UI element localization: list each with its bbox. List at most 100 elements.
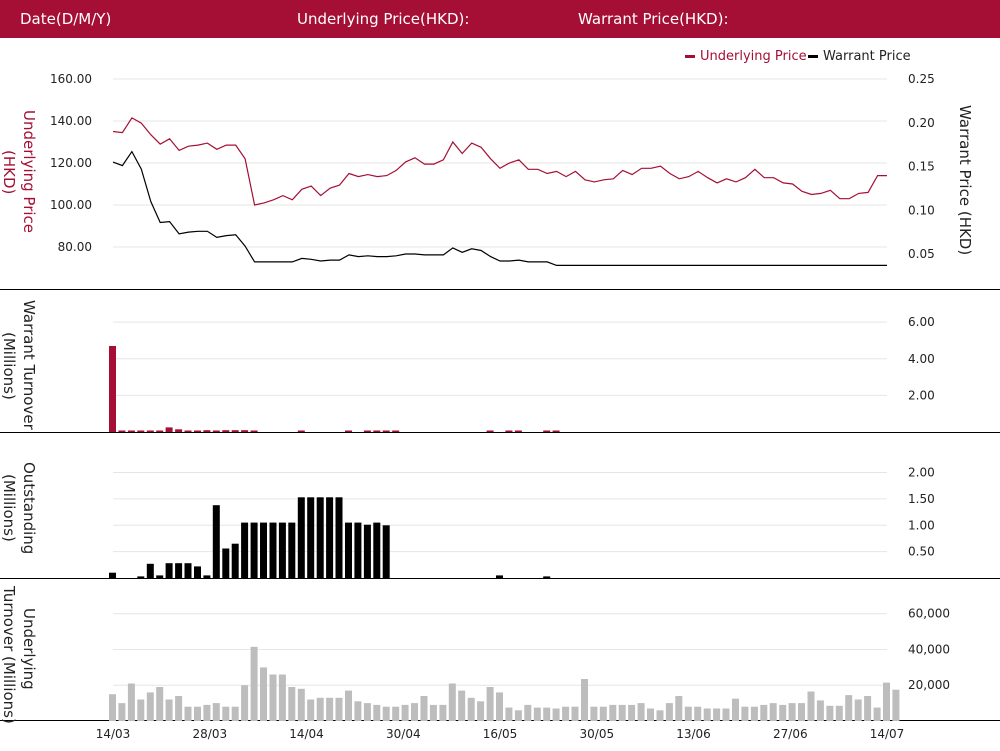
underlying-turnover-bar — [892, 689, 900, 721]
underlying-turnover-bar — [816, 700, 824, 721]
x-tick-label: 16/05 — [483, 727, 518, 741]
legend-swatch-underlying — [685, 55, 695, 58]
outstanding-bar — [156, 575, 164, 578]
y-tick-label: 1.50 — [908, 492, 935, 506]
underlying-turnover-bar — [222, 706, 230, 721]
warrant-turnover-bar — [146, 430, 154, 432]
gridlines — [113, 78, 887, 686]
underlying-turnover-bar — [722, 708, 730, 721]
underlying-turnover-bar — [382, 706, 390, 721]
underlying-turnover-bar — [760, 704, 768, 721]
price-ylabel-line2: (HKD) — [0, 150, 18, 194]
x-tick-label: 14/07 — [870, 727, 905, 741]
y2-tick-label: 0.25 — [908, 72, 935, 86]
outstanding-bar — [194, 566, 201, 578]
underlying-turnover-bar — [599, 706, 607, 721]
outstanding-bar — [373, 522, 381, 578]
outstanding-bar — [316, 497, 324, 578]
underlying-turnover-bar — [345, 690, 352, 721]
underlying-turnover-bar — [411, 703, 418, 721]
underlying-turnover-bar — [109, 694, 116, 721]
warrant-turnover-bar — [175, 429, 183, 432]
und-turnover-ylabel-line1: Underlying — [20, 608, 38, 690]
x-tick-label: 27/06 — [773, 727, 808, 741]
price-ylabel-line1: Underlying Price — [20, 110, 38, 233]
y-tick-label: 140.00 — [50, 114, 92, 128]
underlying-turnover-bar — [883, 682, 890, 721]
warrant-price-ylabel: Warrant Price (HKD) — [956, 105, 974, 255]
underlying-turnover-bar — [713, 708, 721, 721]
warrant-turnover-bar — [184, 430, 192, 432]
y-tick-label: 2.00 — [908, 388, 935, 402]
warrant-price-label: Warrant Price(HKD): — [578, 10, 729, 28]
underlying-turnover-bar — [505, 707, 513, 721]
underlying-turnover-bar — [571, 706, 579, 721]
underlying-turnover-bar — [581, 679, 588, 721]
underlying-turnover-bar — [165, 699, 173, 721]
underlying-turnover-bar — [241, 685, 249, 721]
underlying-turnover-bar — [316, 697, 324, 721]
underlying-turnover-bar — [363, 703, 371, 721]
underlying-turnover-bar — [628, 704, 636, 721]
outstanding-ylabel-line2: (Millions) — [0, 474, 18, 542]
underlying-turnover-bar — [486, 687, 494, 721]
x-tick-label: 13/06 — [676, 727, 711, 741]
outstanding-bar — [496, 575, 503, 578]
underlying-turnover-bar — [779, 704, 787, 721]
header-bar: Date(D/M/Y) Underlying Price(HKD): Warra… — [0, 0, 1000, 38]
underlying-turnover-bar — [231, 706, 239, 721]
warrant-turnover-bar — [109, 346, 116, 432]
underlying-turnover-bar — [543, 707, 551, 721]
warrant-turnover-bar — [363, 430, 371, 432]
outstanding-bar — [165, 563, 173, 578]
x-tick-label: 14/04 — [289, 727, 324, 741]
y-tick-label: 0.50 — [908, 545, 935, 559]
chart-marks — [109, 117, 900, 721]
x-tick-label: 14/03 — [96, 727, 131, 741]
underlying-turnover-bar — [477, 701, 485, 721]
underlying-turnover-bar — [524, 704, 532, 721]
tick-labels: 160.00 140.00 120.00 100.00 80.00 0.25 0.20 0.1… — [50, 72, 950, 741]
outstanding-bar — [175, 563, 183, 578]
y2-tick-label: 0.15 — [908, 160, 935, 174]
outstanding-bar — [146, 563, 154, 578]
underlying-turnover-bar — [807, 691, 815, 721]
underlying-turnover-bar — [250, 646, 258, 721]
outstanding-bar — [335, 497, 343, 578]
underlying-turnover-bar — [354, 701, 362, 721]
underlying-turnover-bar — [741, 706, 749, 721]
underlying-turnover-bar — [127, 683, 135, 721]
y-tick-label: 4.00 — [908, 352, 935, 366]
outstanding-bar — [345, 522, 352, 578]
underlying-turnover-bar — [278, 674, 286, 721]
warrant-turnover-bar — [156, 430, 164, 432]
underlying-turnover-bar — [260, 667, 267, 721]
outstanding-bar — [231, 543, 239, 578]
underlying-turnover-bar — [448, 683, 456, 721]
underlying-turnover-bar — [496, 692, 503, 721]
underlying-turnover-bar — [854, 699, 862, 721]
outstanding-bar — [212, 505, 220, 578]
underlying-turnover-bar — [175, 696, 183, 721]
underlying-turnover-bar — [458, 690, 466, 721]
underlying-turnover-bar — [533, 707, 541, 721]
y-tick-label: 100.00 — [50, 198, 92, 212]
underlying-turnover-bar — [665, 703, 673, 721]
y-tick-label: 40,000 — [908, 642, 950, 656]
underlying-turnover-bar — [798, 703, 805, 721]
underlying-turnover-bar — [326, 697, 334, 721]
underlying-turnover-bar — [873, 707, 881, 721]
date-label: Date(D/M/Y) — [20, 10, 112, 28]
underlying-price-line — [112, 117, 887, 206]
outstanding-bar — [297, 497, 305, 578]
warrant-price-line — [112, 150, 887, 266]
underlying-price-label: Underlying Price(HKD): — [297, 10, 470, 28]
underlying-turnover-bar — [392, 706, 400, 721]
underlying-turnover-bar — [694, 706, 702, 721]
outstanding-bar — [260, 522, 267, 578]
underlying-turnover-bar — [732, 698, 739, 721]
underlying-turnover-bar — [618, 704, 626, 721]
underlying-turnover-bar — [269, 674, 277, 721]
underlying-turnover-bar — [590, 706, 598, 721]
